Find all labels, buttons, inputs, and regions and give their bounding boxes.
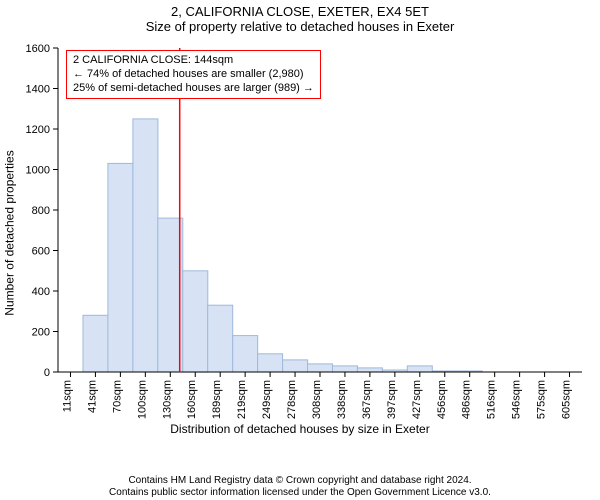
info-box-line2: ← 74% of detached houses are smaller (2,…	[73, 68, 314, 82]
svg-text:1600: 1600	[26, 43, 50, 55]
svg-text:600: 600	[32, 246, 50, 258]
svg-text:546sqm: 546sqm	[511, 380, 523, 419]
x-axis-label: Distribution of detached houses by size …	[0, 422, 600, 436]
svg-text:308sqm: 308sqm	[311, 380, 323, 419]
footer-line1: Contains HM Land Registry data © Crown c…	[0, 475, 600, 487]
svg-text:278sqm: 278sqm	[286, 380, 298, 419]
svg-text:338sqm: 338sqm	[336, 380, 348, 419]
svg-text:11sqm: 11sqm	[61, 380, 73, 412]
svg-text:1200: 1200	[26, 124, 50, 136]
svg-text:0: 0	[44, 367, 50, 379]
svg-text:575sqm: 575sqm	[536, 380, 548, 419]
title-block: 2, CALIFORNIA CLOSE, EXETER, EX4 5ET Siz…	[0, 0, 600, 34]
svg-text:486sqm: 486sqm	[461, 380, 473, 419]
svg-text:219sqm: 219sqm	[236, 380, 248, 419]
info-box-line1: 2 CALIFORNIA CLOSE: 144sqm	[73, 54, 314, 68]
chart-container: 2, CALIFORNIA CLOSE, EXETER, EX4 5ET Siz…	[0, 0, 600, 500]
svg-text:367sqm: 367sqm	[361, 380, 373, 419]
svg-text:160sqm: 160sqm	[186, 380, 198, 419]
svg-text:249sqm: 249sqm	[261, 380, 273, 419]
svg-text:397sqm: 397sqm	[386, 380, 398, 419]
svg-text:130sqm: 130sqm	[161, 380, 173, 419]
y-axis-label-wrap: Number of detached properties	[2, 44, 18, 422]
svg-text:400: 400	[32, 286, 50, 298]
attribution-footer: Contains HM Land Registry data © Crown c…	[0, 475, 600, 498]
info-box: 2 CALIFORNIA CLOSE: 144sqm ← 74% of deta…	[66, 50, 321, 99]
svg-text:605sqm: 605sqm	[561, 380, 573, 419]
svg-text:100sqm: 100sqm	[136, 380, 148, 419]
svg-text:800: 800	[32, 205, 50, 217]
svg-text:1400: 1400	[26, 84, 50, 96]
svg-text:516sqm: 516sqm	[486, 380, 498, 419]
svg-text:1000: 1000	[26, 165, 50, 177]
chart-title-primary: 2, CALIFORNIA CLOSE, EXETER, EX4 5ET	[0, 4, 600, 19]
svg-text:200: 200	[32, 327, 50, 339]
svg-text:189sqm: 189sqm	[211, 380, 223, 419]
y-axis-label: Number of detached properties	[3, 150, 17, 315]
svg-text:427sqm: 427sqm	[411, 380, 423, 419]
svg-text:41sqm: 41sqm	[86, 380, 98, 413]
svg-text:456sqm: 456sqm	[436, 380, 448, 419]
info-box-line3: 25% of semi-detached houses are larger (…	[73, 82, 314, 96]
chart-title-secondary: Size of property relative to detached ho…	[0, 19, 600, 34]
svg-text:70sqm: 70sqm	[111, 380, 123, 413]
footer-line2: Contains public sector information licen…	[0, 487, 600, 499]
